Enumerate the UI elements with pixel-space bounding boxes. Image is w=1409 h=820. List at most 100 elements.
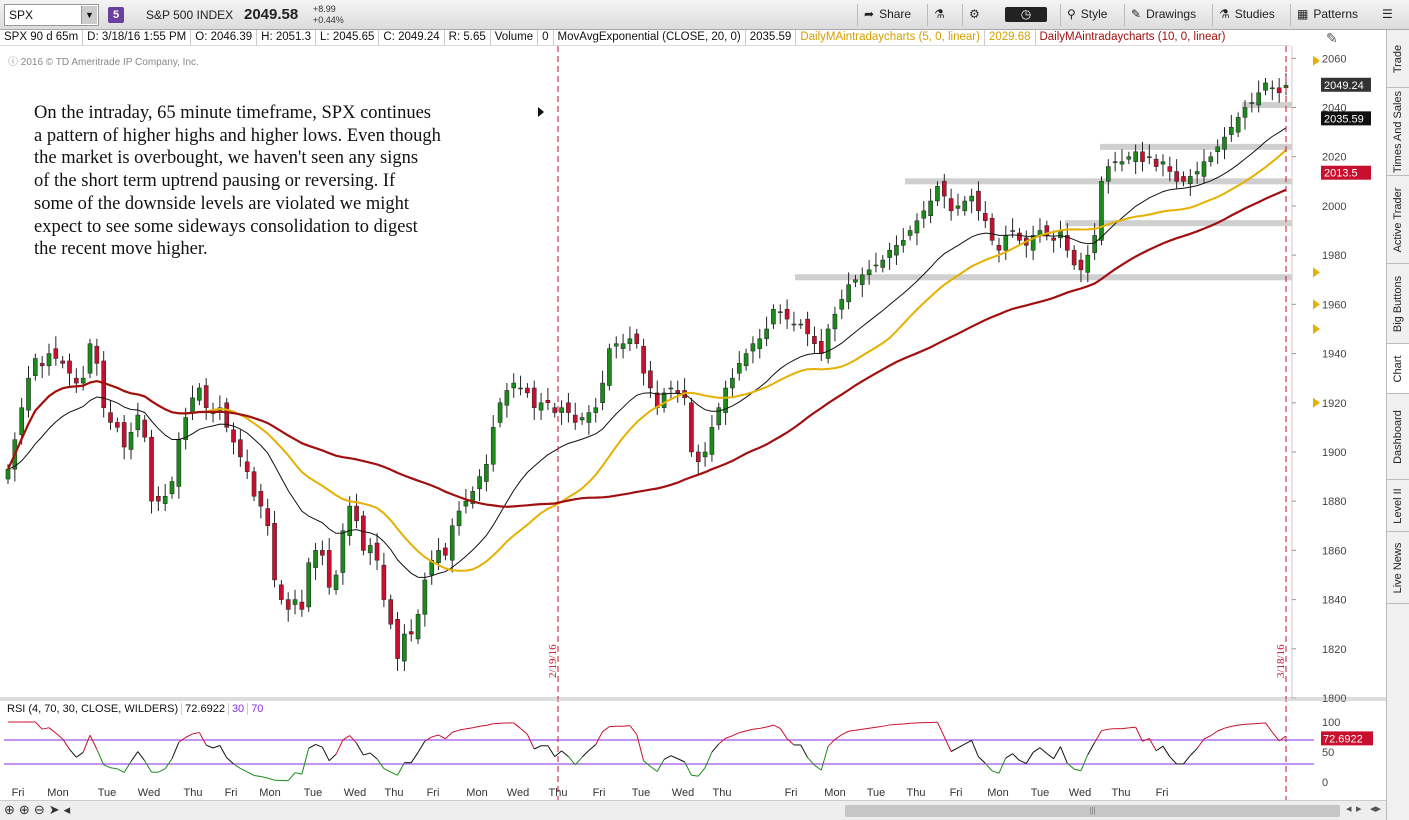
candle-up <box>306 562 312 608</box>
rsi-line-segment <box>814 764 822 771</box>
flask-button[interactable]: ⚗ <box>927 4 956 26</box>
rsi-line-segment <box>629 725 638 735</box>
candle-up <box>764 328 769 340</box>
info-ema-value: 2035.59 <box>746 30 797 46</box>
candle-up <box>613 343 619 347</box>
rsi-line-segment <box>691 774 699 777</box>
rsi-line-segment <box>192 731 200 735</box>
rsi-label: RSI (4, 70, 30, CLOSE, WILDERS) <box>4 703 183 715</box>
candle-up <box>162 495 168 504</box>
rsi-line-segment <box>971 740 979 757</box>
x-day-label: Fri <box>593 787 606 799</box>
candle-up <box>873 264 879 267</box>
rsi-line-segment <box>656 759 665 772</box>
x-day-label: Wed <box>138 787 160 799</box>
sidebar-tab-trade[interactable]: Trade <box>1387 30 1409 88</box>
scroll-end-icon[interactable]: ◂▸ <box>1370 803 1382 815</box>
info-ema-label: MovAvgExponential (CLOSE, 20, 0) <box>554 30 746 46</box>
crosshair-icon[interactable]: ⊕ <box>4 802 19 817</box>
candle-down <box>224 402 229 428</box>
link-group-badge[interactable]: 5 <box>108 7 124 23</box>
rsi-line-segment <box>588 744 597 751</box>
rsi-line-segment <box>964 740 972 745</box>
sidebar-tab-times-and-sales[interactable]: Times And Sales <box>1387 88 1409 176</box>
rsi-line-segment <box>1128 726 1136 729</box>
zoom-out-icon[interactable]: ⊖ <box>33 802 49 817</box>
candle-up <box>26 377 31 411</box>
clock-button[interactable]: ◷ <box>1005 7 1047 22</box>
candle-up <box>1242 107 1248 118</box>
menu-button[interactable]: ☰ <box>1376 4 1399 26</box>
rsi-line-segment <box>48 727 57 734</box>
rsi-line-segment <box>185 733 193 738</box>
candle-up <box>969 195 974 202</box>
candle-up <box>183 417 188 440</box>
annotation-text[interactable]: On the intraday, 65 minute timeframe, SP… <box>34 103 441 260</box>
hamburger-icon: ☰ <box>1382 7 1393 21</box>
candle-up <box>197 387 202 401</box>
sidebar-tab-label: Active Trader <box>1392 187 1404 252</box>
candle-up <box>839 299 845 310</box>
rsi-line-segment <box>602 726 610 732</box>
candle-up <box>757 338 763 349</box>
studies-button[interactable]: ⚗ Studies <box>1212 4 1281 26</box>
rsi-line-segment <box>42 727 50 730</box>
scroll-right-arrow-icon[interactable]: ▸ <box>1356 803 1362 815</box>
candle-up <box>497 402 503 423</box>
rsi-value-text: 72.6922 <box>1323 733 1363 745</box>
rsi-line-segment <box>759 726 767 729</box>
candle-up <box>402 633 407 662</box>
candle-down <box>566 402 571 413</box>
rsi-line-segment <box>69 748 77 758</box>
rsi-line-segment <box>356 742 364 756</box>
rsi-line-segment <box>164 758 173 770</box>
rsi-line-segment <box>1108 728 1116 730</box>
sidebar-tab-live-news[interactable]: Live News <box>1387 532 1409 604</box>
settings-button[interactable]: ⚙ <box>962 4 991 26</box>
sidebar-tab-label: Times And Sales <box>1392 90 1404 173</box>
scroll-left-arrow-icon[interactable]: ◂ <box>1346 803 1352 815</box>
price-chart[interactable]: 1800 1820 1840 1860 1880 1900 1920 1940 1960 1980… <box>0 0 1386 800</box>
style-button[interactable]: ⚲ Style <box>1060 4 1113 26</box>
candle-down <box>354 505 359 522</box>
candle-down <box>552 407 558 413</box>
candle-up <box>33 358 38 376</box>
support-level-band <box>1100 143 1292 150</box>
candle-up <box>1147 156 1152 158</box>
candle-up <box>1263 82 1268 91</box>
candle-down <box>53 348 59 359</box>
candle-down <box>982 213 988 221</box>
x-day-label: Tue <box>1031 787 1050 799</box>
rsi-line-segment <box>301 748 310 775</box>
pointer-icon[interactable]: ➤ <box>48 802 64 817</box>
rsi-line-segment <box>363 752 371 756</box>
patterns-button[interactable]: ▦ Patterns <box>1290 4 1364 26</box>
rsi-line-segment <box>82 735 91 753</box>
candle-down <box>203 385 209 408</box>
zoom-in-icon[interactable]: ⊕ <box>18 802 34 817</box>
candle-up <box>743 353 749 367</box>
symbol-input[interactable]: SPX ▼ <box>4 4 99 26</box>
rsi-line-segment <box>882 724 890 727</box>
rsi-line-segment <box>472 725 480 729</box>
share-label: Share <box>879 7 912 21</box>
rsi-line-segment <box>1217 727 1225 732</box>
scroll-left-icon[interactable]: ◂ <box>63 802 75 817</box>
x-day-label: Mon <box>47 787 68 799</box>
rsi-line-segment <box>718 737 726 745</box>
candle-up <box>832 313 838 330</box>
chevron-down-icon[interactable]: ▼ <box>81 6 97 24</box>
share-button[interactable]: ➦ Share <box>857 4 917 26</box>
scrollbar-thumb[interactable]: ||| <box>845 805 1340 817</box>
drawings-button[interactable]: ✎ Drawings <box>1124 4 1202 26</box>
rsi-line-segment <box>246 771 255 776</box>
sidebar-tab-chart[interactable]: Chart <box>1387 344 1409 394</box>
rsi-line-segment <box>431 734 439 738</box>
sidebar-tab-active-trader[interactable]: Active Trader <box>1387 176 1409 264</box>
candle-down <box>94 345 100 364</box>
sidebar-tab-level-ii[interactable]: Level II <box>1387 480 1409 532</box>
sidebar-tab-dashboard[interactable]: Dashboard <box>1387 394 1409 480</box>
rsi-line-segment <box>294 772 302 775</box>
candle-up <box>627 338 633 344</box>
sidebar-tab-big-buttons[interactable]: Big Buttons <box>1387 264 1409 344</box>
